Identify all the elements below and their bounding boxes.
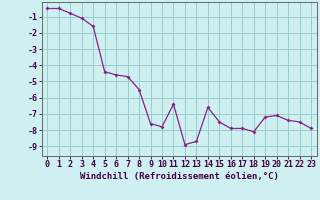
- X-axis label: Windchill (Refroidissement éolien,°C): Windchill (Refroidissement éolien,°C): [80, 172, 279, 181]
